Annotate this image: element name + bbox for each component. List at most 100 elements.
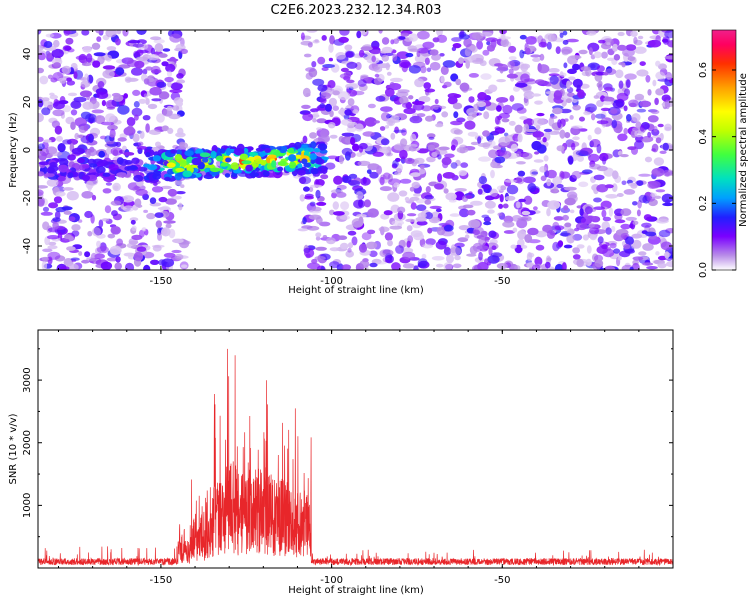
heatmap-cell bbox=[651, 148, 656, 152]
heatmap-cell bbox=[418, 96, 427, 101]
heatmap-cell bbox=[367, 229, 376, 235]
heatmap-cell bbox=[417, 113, 426, 118]
heatmap-cell bbox=[655, 71, 666, 80]
heatmap-cell bbox=[578, 49, 588, 55]
y-tick-label: -40 bbox=[22, 238, 33, 254]
heatmap-cell bbox=[478, 156, 491, 162]
heatmap-cell bbox=[315, 189, 321, 199]
heatmap-cell bbox=[405, 218, 416, 223]
heatmap-cell bbox=[487, 209, 495, 214]
heatmap-cell bbox=[210, 150, 217, 159]
heatmap-cell bbox=[468, 191, 473, 195]
heatmap-cell bbox=[405, 52, 414, 58]
heatmap-cell bbox=[394, 171, 402, 176]
heatmap-cell bbox=[554, 225, 565, 231]
heatmap-cell bbox=[478, 237, 487, 246]
heatmap-cell bbox=[54, 125, 63, 135]
heatmap-cell bbox=[593, 174, 605, 181]
heatmap-cell bbox=[347, 82, 360, 89]
heatmap-cell bbox=[645, 231, 657, 237]
heatmap-cell bbox=[503, 215, 514, 224]
heatmap-cell bbox=[496, 79, 506, 83]
heatmap-cell bbox=[420, 65, 427, 74]
heatmap-cell bbox=[402, 251, 416, 260]
heatmap-cell bbox=[230, 162, 239, 170]
heatmap-cell bbox=[625, 216, 637, 221]
heatmap-cell bbox=[147, 164, 158, 171]
heatmap-cell bbox=[151, 98, 162, 102]
heatmap-cell bbox=[143, 93, 148, 99]
heatmap-cell bbox=[637, 35, 644, 40]
heatmap-cell bbox=[333, 175, 343, 185]
heatmap-cell bbox=[375, 261, 387, 265]
heatmap-cell bbox=[617, 31, 625, 37]
heatmap-cell bbox=[351, 236, 358, 246]
heatmap-cell bbox=[443, 188, 449, 194]
heatmap-cell bbox=[312, 78, 325, 86]
heatmap-cell bbox=[621, 63, 626, 68]
heatmap-cell bbox=[97, 159, 109, 167]
heatmap-cell bbox=[491, 245, 497, 250]
heatmap-cell bbox=[233, 168, 241, 174]
heatmap-cell bbox=[105, 99, 117, 109]
heatmap-cell bbox=[572, 254, 581, 260]
heatmap-cell bbox=[303, 247, 311, 253]
heatmap-cell bbox=[201, 157, 209, 163]
heatmap-cell bbox=[656, 218, 669, 224]
heatmap-cell bbox=[327, 155, 339, 160]
heatmap-cell bbox=[477, 92, 487, 101]
heatmap-cell bbox=[565, 98, 573, 104]
heatmap-cell bbox=[65, 37, 74, 45]
heatmap-cell bbox=[381, 37, 390, 45]
heatmap-cell bbox=[596, 120, 609, 125]
heatmap-cell bbox=[315, 179, 325, 187]
heatmap-cell bbox=[422, 243, 433, 249]
heatmap-cell bbox=[360, 46, 373, 51]
heatmap-cell bbox=[287, 147, 295, 154]
heatmap-cell bbox=[507, 60, 515, 68]
heatmap-cell bbox=[331, 116, 341, 125]
heatmap-cell bbox=[602, 38, 614, 47]
heatmap-cell bbox=[602, 216, 612, 222]
heatmap-cell bbox=[116, 157, 124, 165]
heatmap-cell bbox=[429, 49, 439, 56]
heatmap-cell bbox=[647, 115, 659, 123]
heatmap-cell bbox=[41, 97, 50, 102]
heatmap-cell bbox=[548, 68, 560, 73]
heatmap-cell bbox=[131, 225, 137, 232]
heatmap-cell bbox=[41, 107, 51, 116]
heatmap-cell bbox=[563, 244, 573, 249]
heatmap-cell bbox=[345, 224, 358, 231]
heatmap-cell bbox=[179, 159, 187, 168]
heatmap-cell bbox=[161, 61, 169, 67]
heatmap-cell bbox=[410, 133, 417, 143]
heatmap-cell bbox=[602, 100, 612, 106]
heatmap-cell bbox=[481, 214, 490, 219]
heatmap-cell bbox=[453, 111, 459, 119]
heatmap-cell bbox=[618, 80, 624, 89]
heatmap-cell bbox=[375, 95, 386, 102]
heatmap-cell bbox=[305, 72, 313, 80]
heatmap-cell bbox=[604, 68, 617, 75]
heatmap-cell bbox=[74, 132, 80, 140]
heatmap-cell bbox=[488, 149, 498, 159]
heatmap-cell bbox=[70, 109, 78, 116]
heatmap-cell bbox=[653, 125, 658, 133]
heatmap-cell bbox=[331, 192, 337, 199]
heatmap-cell bbox=[102, 172, 111, 177]
heatmap-cell bbox=[136, 30, 147, 35]
heatmap-cell bbox=[636, 180, 644, 187]
heatmap-cell bbox=[417, 148, 429, 154]
heatmap-cell bbox=[497, 63, 509, 71]
heatmap-cell bbox=[321, 35, 327, 41]
heatmap-cell bbox=[91, 42, 101, 50]
heatmap-cell bbox=[38, 52, 46, 61]
heatmap-cell bbox=[315, 246, 327, 251]
heatmap-cell bbox=[78, 251, 83, 256]
heatmap-cell bbox=[450, 162, 458, 169]
heatmap-cell bbox=[641, 222, 652, 228]
heatmap-cell bbox=[604, 86, 614, 92]
heatmap-cell bbox=[154, 212, 164, 219]
heatmap-cell bbox=[83, 124, 89, 131]
heatmap-cell bbox=[425, 238, 436, 246]
